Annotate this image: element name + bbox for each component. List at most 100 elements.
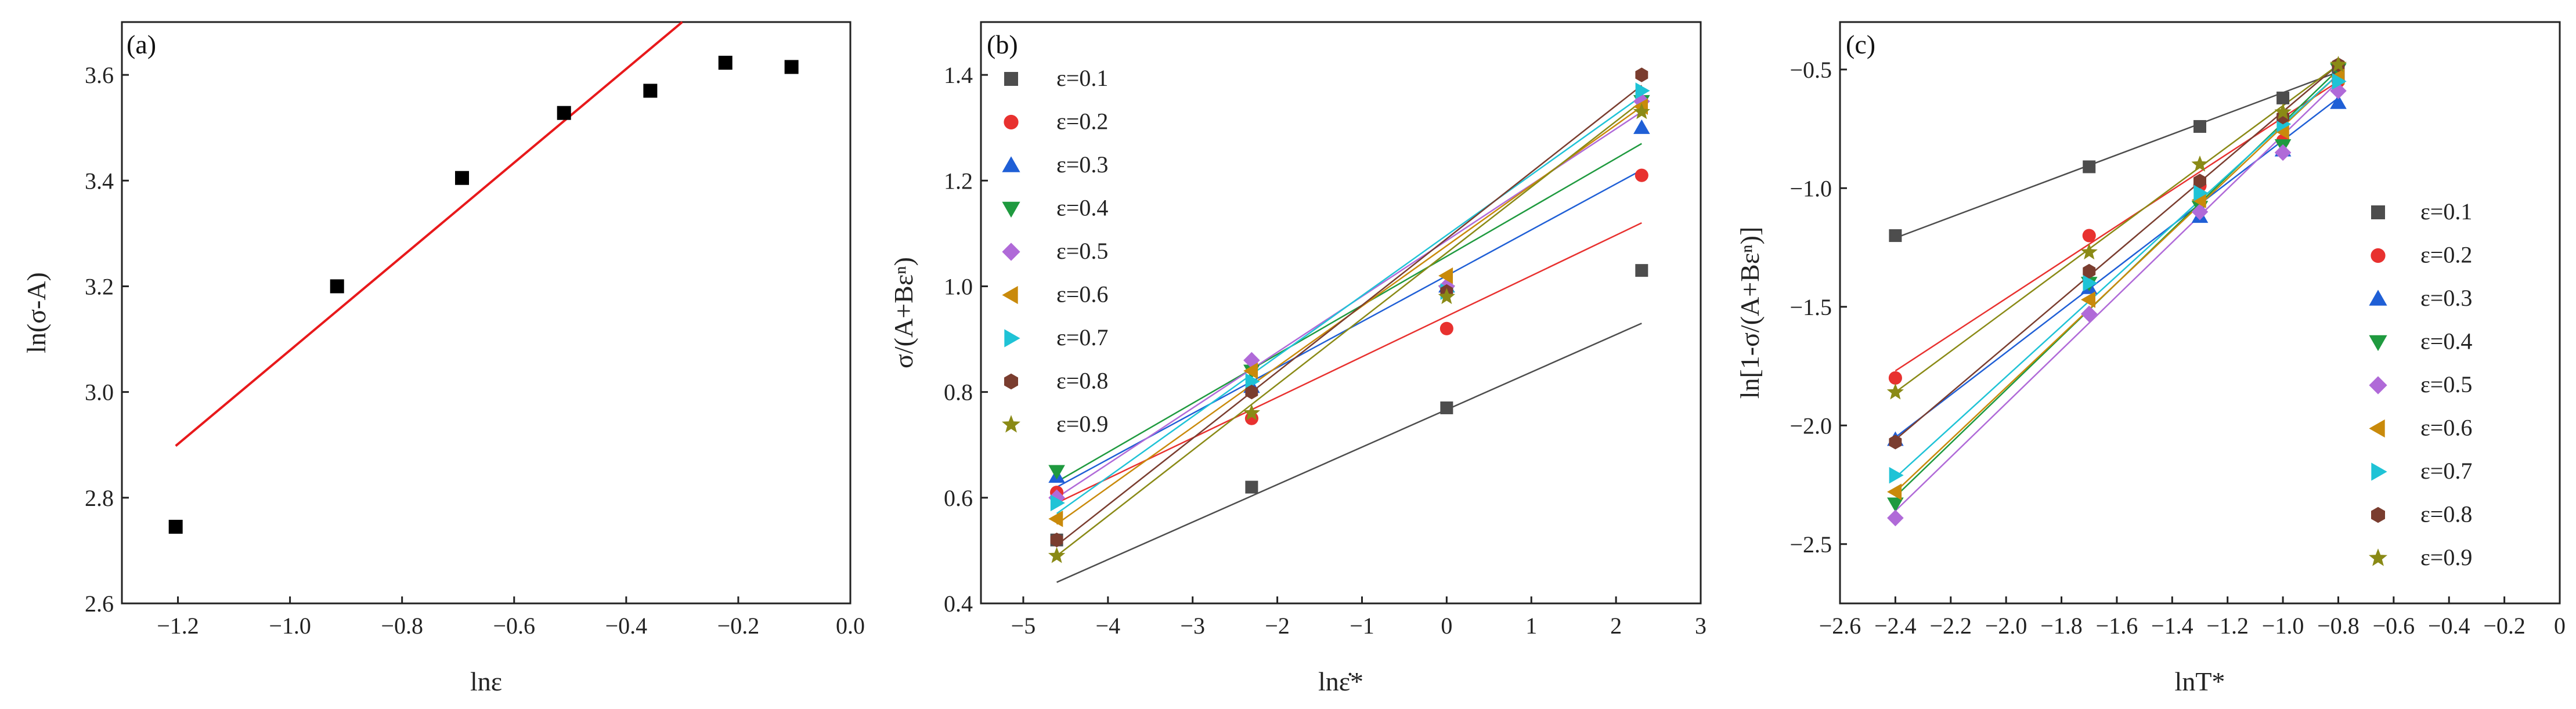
data-point — [1889, 229, 1902, 243]
data-point — [1889, 466, 1904, 484]
panel-b-marks — [1048, 67, 1650, 583]
panel-c-label: (c) — [1846, 30, 1875, 59]
data-point — [1886, 383, 1904, 400]
x-tick-label: −2.0 — [1985, 613, 2027, 639]
data-point — [2193, 120, 2206, 133]
x-tick-label: 2 — [1610, 613, 1622, 639]
data-point — [2329, 56, 2347, 73]
panel-b-frame — [980, 21, 1702, 605]
x-tick-label: −0.8 — [381, 613, 423, 639]
legend-entry: ε=0.4 — [2369, 328, 2472, 354]
x-tick-label: −1.0 — [2262, 613, 2304, 639]
data-point — [2191, 203, 2209, 220]
data-point — [1050, 533, 1063, 548]
x-tick-label: −1.0 — [269, 613, 311, 639]
data-point — [1048, 547, 1066, 563]
panel-b-xlabel: lnε̇* — [1318, 667, 1363, 696]
x-tick-label: 0.0 — [836, 613, 865, 639]
y-tick-label: 0.4 — [944, 591, 973, 617]
data-point — [1887, 509, 1904, 527]
panel-b-legend: ε=0.1 ε=0.2 ε=0.3 ε=0.4 ε=0.5 ε=0.6 ε=0.7 ε=0.8… — [1002, 65, 1108, 437]
legend-label: ε=0.1 — [1056, 65, 1108, 91]
fit-line — [1895, 64, 2339, 440]
legend-entry: ε=0.3 — [2369, 285, 2472, 311]
legend-marker — [1004, 114, 1019, 130]
x-tick-label: −2.2 — [1929, 613, 1972, 639]
panel-b-ticks: −5 −4 −3 −2 −1 0 1 2 3 0.4 0.6 0.8 1.0 1.2 1.4 — [944, 62, 1706, 639]
data-point — [1245, 373, 1260, 390]
fit-line — [1056, 323, 1642, 583]
panel-b: −5 −4 −3 −2 −1 0 1 2 30.40.60.81.01.21.4 ε=0.1ε=… — [889, 21, 1706, 696]
legend-entry: ε=0.9 — [2369, 544, 2472, 570]
y-tick-label: 0.8 — [944, 379, 973, 406]
data-point — [1243, 404, 1260, 421]
legend-marker — [2369, 376, 2387, 395]
legend-label: ε=0.3 — [1056, 151, 1108, 178]
legend-marker — [2371, 248, 2386, 263]
x-tick-label: −0.2 — [717, 613, 760, 639]
data-point — [1439, 321, 1453, 335]
x-tick-label: 3 — [1695, 613, 1706, 639]
y-tick-label: −1.5 — [1790, 294, 1832, 320]
x-tick-label: −0.8 — [2317, 613, 2359, 639]
fit-line — [175, 21, 683, 447]
y-tick-label: −0.5 — [1790, 57, 1832, 83]
x-tick-label: −1.8 — [2040, 613, 2083, 639]
fit-line — [1895, 81, 2339, 372]
legend-label: ε=0.7 — [2420, 458, 2472, 484]
panel-c-frame — [1839, 21, 2561, 605]
legend-label: ε=0.7 — [1056, 324, 1108, 350]
data-point — [784, 60, 799, 74]
panel-c: −2.6 −2.4 −2.2 −2.0 −1.8 −1.6 −1.4 −1.2 −1.0 −0.8… — [1735, 21, 2566, 696]
legend-marker — [1004, 373, 1018, 390]
x-tick-label: 0 — [2554, 613, 2566, 639]
legend-entry: ε=0.5 — [1002, 238, 1108, 264]
legend-entry: ε=0.4 — [1002, 195, 1108, 221]
legend-label: ε=0.9 — [1056, 411, 1108, 437]
data-point — [2080, 305, 2098, 323]
panel-a-frame — [121, 21, 852, 605]
legend-label: ε=0.5 — [1056, 238, 1108, 264]
legend-label: ε=0.6 — [1056, 281, 1108, 308]
x-tick-label: −0.4 — [605, 613, 648, 639]
y-tick-label: −2.5 — [1790, 531, 1832, 558]
legend-entry: ε=0.1 — [2371, 198, 2472, 225]
panel-b-ylabel: σ/(A+Bεⁿ) — [889, 257, 918, 368]
legend-marker — [2369, 548, 2387, 566]
legend-entry: ε=0.2 — [2371, 242, 2472, 268]
legend-entry: ε=0.2 — [1004, 108, 1108, 135]
data-point — [330, 279, 344, 294]
legend-label: ε=0.3 — [2420, 285, 2472, 311]
y-tick-label: 1.4 — [944, 62, 973, 88]
fit-line — [1895, 97, 2339, 438]
legend-label: ε=0.8 — [2420, 501, 2472, 527]
legend-marker — [2371, 205, 2385, 219]
y-tick-label: 1.2 — [944, 168, 973, 194]
legend-entry: ε=0.5 — [2369, 371, 2472, 397]
panel-c-marks — [1886, 56, 2347, 527]
data-point — [1245, 385, 1258, 400]
y-tick-label: 2.8 — [85, 485, 114, 511]
data-point — [1438, 288, 1455, 305]
data-point — [1633, 103, 1650, 120]
data-point — [1635, 82, 1650, 99]
legend-entry: ε=0.7 — [1004, 324, 1108, 350]
data-point — [1887, 483, 1902, 501]
data-point — [1633, 119, 1650, 134]
panel-a-xlabel: lnε — [470, 667, 502, 696]
panel-a: −1.2 −1.0 −0.8 −0.6 −0.4 −0.2 0.0 2.6 2.8 3.0 3.2 3… — [21, 21, 865, 696]
legend-label: ε=0.2 — [1056, 108, 1108, 135]
fit-line — [1895, 81, 2339, 512]
y-tick-label: 2.6 — [85, 591, 114, 617]
data-point — [1243, 362, 1258, 379]
panel-c-ticks: −2.6 −2.4 −2.2 −2.0 −1.8 −1.6 −1.4 −1.2 −1.0 −0.8… — [1790, 57, 2566, 639]
y-tick-label: −2.0 — [1790, 413, 1832, 439]
x-tick-label: −3 — [1180, 613, 1205, 639]
data-point — [2083, 274, 2098, 292]
data-point — [1048, 510, 1063, 527]
legend-marker — [2369, 290, 2387, 306]
legend-marker — [1002, 201, 1020, 218]
y-tick-label: 3.0 — [85, 379, 114, 406]
legend-label: ε=0.1 — [2420, 198, 2472, 225]
